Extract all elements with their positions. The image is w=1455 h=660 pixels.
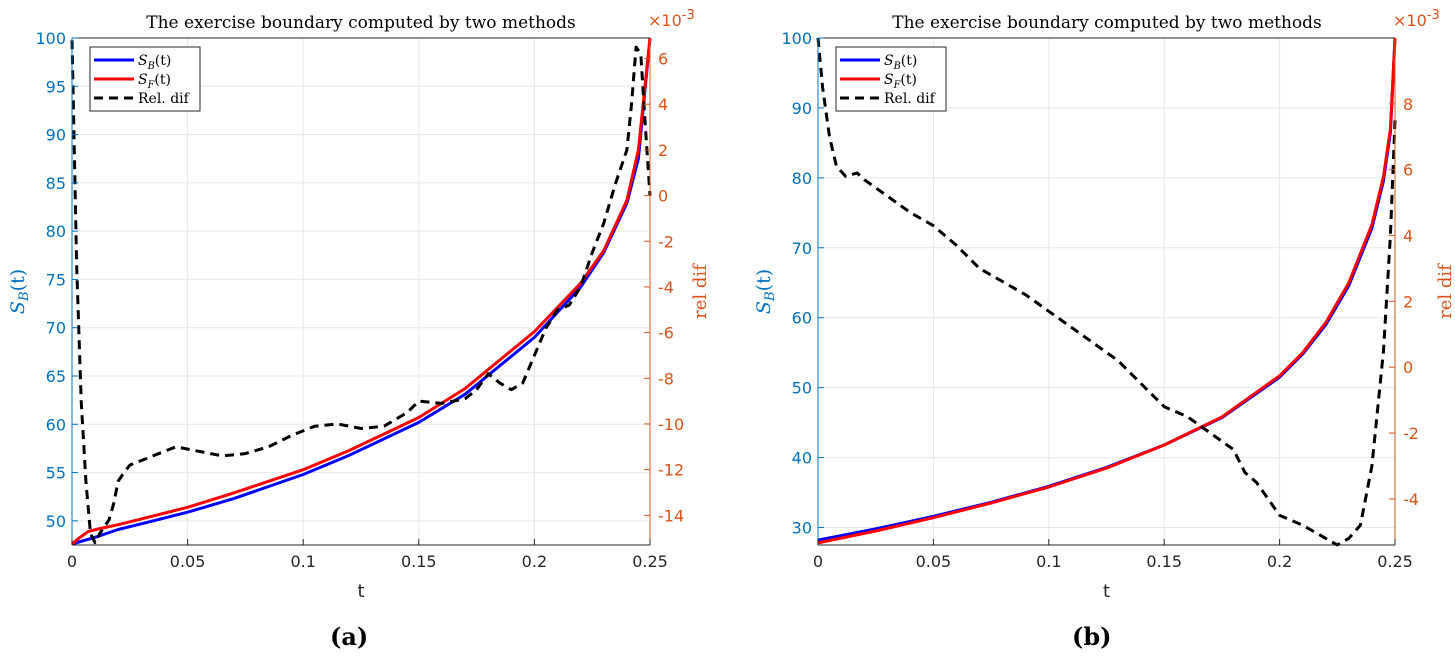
- x-tick-label: 0.05: [170, 552, 206, 571]
- y2-tick-label: 2: [658, 141, 668, 160]
- x-tick-label: 0.1: [1036, 552, 1061, 571]
- y2-axis-label: rel dif: [690, 263, 711, 319]
- chart-title: The exercise boundary computed by two me…: [146, 13, 576, 33]
- x-tick-label: 0.15: [401, 552, 437, 571]
- legend-label-0: SB(t): [138, 53, 171, 72]
- legend: SB(t)SF(t)Rel. dif: [835, 46, 947, 112]
- y-tick-label: 70: [46, 319, 66, 338]
- series-line-1: [817, 37, 1397, 545]
- x-tick-label: 0.15: [1146, 552, 1182, 571]
- y2-tick-label: 0: [658, 187, 668, 206]
- legend-label-2: Rel. dif: [138, 91, 191, 107]
- y2-tick-label: 6: [658, 50, 668, 69]
- y2-exponent-label: ×10-3: [648, 8, 695, 30]
- y2-tick-label: -2: [1403, 424, 1419, 443]
- y-tick-label: 75: [46, 270, 66, 289]
- y-tick-label: 55: [46, 464, 66, 483]
- x-axis-label: t: [1103, 581, 1110, 602]
- series-line-1: [71, 37, 652, 546]
- x-tick-label: 0.2: [522, 552, 547, 571]
- y2-tick-label: -8: [658, 369, 674, 388]
- legend: SB(t)SF(t)Rel. dif: [89, 46, 201, 112]
- y2-tick-label: 2: [1403, 292, 1413, 311]
- legend-label-2: Rel. dif: [884, 91, 937, 107]
- y2-tick-label: 8: [1403, 95, 1413, 114]
- y2-tick-label: 4: [1403, 227, 1413, 246]
- x-tick-label: 0: [67, 552, 77, 571]
- y-tick-label: 65: [46, 367, 66, 386]
- y2-tick-label: -4: [658, 278, 674, 297]
- y-tick-label: 80: [46, 222, 66, 241]
- y2-tick-label: -12: [658, 461, 684, 480]
- x-tick-label: 0.2: [1267, 552, 1292, 571]
- y2-axis-label: rel dif: [1435, 263, 1455, 319]
- y-axis-label: SB(t): [753, 269, 778, 314]
- y-tick-label: 100: [35, 29, 66, 48]
- x-tick-label: 0.05: [916, 552, 952, 571]
- y-tick-label: 60: [792, 309, 812, 328]
- y-tick-label: 40: [792, 449, 812, 468]
- legend-label-1: SF(t): [884, 72, 917, 91]
- y2-tick-label: -4: [1403, 490, 1419, 509]
- series-line-2: [70, 40, 652, 545]
- subfigure-label-b: (b): [1072, 622, 1112, 651]
- legend-label-0: SB(t): [884, 53, 917, 72]
- chart-title: The exercise boundary computed by two me…: [892, 13, 1322, 33]
- y-tick-label: 60: [46, 415, 66, 434]
- y-tick-label: 90: [792, 99, 812, 118]
- chart-a: 0 0.05 0.1 0.15 0.2 0.25505560657075808590951…: [7, 8, 711, 602]
- y-tick-label: 85: [46, 174, 66, 193]
- y-tick-label: 95: [46, 77, 66, 96]
- x-tick-label: 0: [813, 552, 823, 571]
- y-tick-label: 30: [792, 519, 812, 538]
- plot-area: [72, 38, 650, 545]
- chart-b: 0 0.05 0.1 0.15 0.2 0.2530405060708090100-4-2…: [753, 8, 1455, 602]
- subfigure-label-a: (a): [330, 622, 369, 651]
- x-tick-label: 0.25: [1377, 552, 1413, 571]
- y2-tick-label: 0: [1403, 358, 1413, 377]
- y2-tick-label: -10: [658, 415, 684, 434]
- x-axis-label: t: [357, 581, 364, 602]
- y-tick-label: 70: [792, 239, 812, 258]
- plot-area: [818, 38, 1395, 545]
- y2-tick-label: 6: [1403, 161, 1413, 180]
- x-tick-label: 0.25: [632, 552, 668, 571]
- y2-tick-label: -2: [658, 232, 674, 251]
- y2-tick-label: 4: [658, 95, 668, 114]
- y-tick-label: 50: [46, 512, 66, 531]
- y-tick-label: 50: [792, 379, 812, 398]
- legend-label-1: SF(t): [138, 72, 171, 91]
- y-axis-label: SB(t): [7, 269, 32, 314]
- y-tick-label: 90: [46, 126, 66, 145]
- y2-exponent-label: ×10-3: [1393, 8, 1440, 30]
- y-tick-label: 100: [781, 29, 812, 48]
- y-tick-label: 80: [792, 169, 812, 188]
- x-tick-label: 0.1: [290, 552, 315, 571]
- y2-tick-label: -6: [658, 324, 674, 343]
- y2-tick-label: -14: [658, 506, 684, 525]
